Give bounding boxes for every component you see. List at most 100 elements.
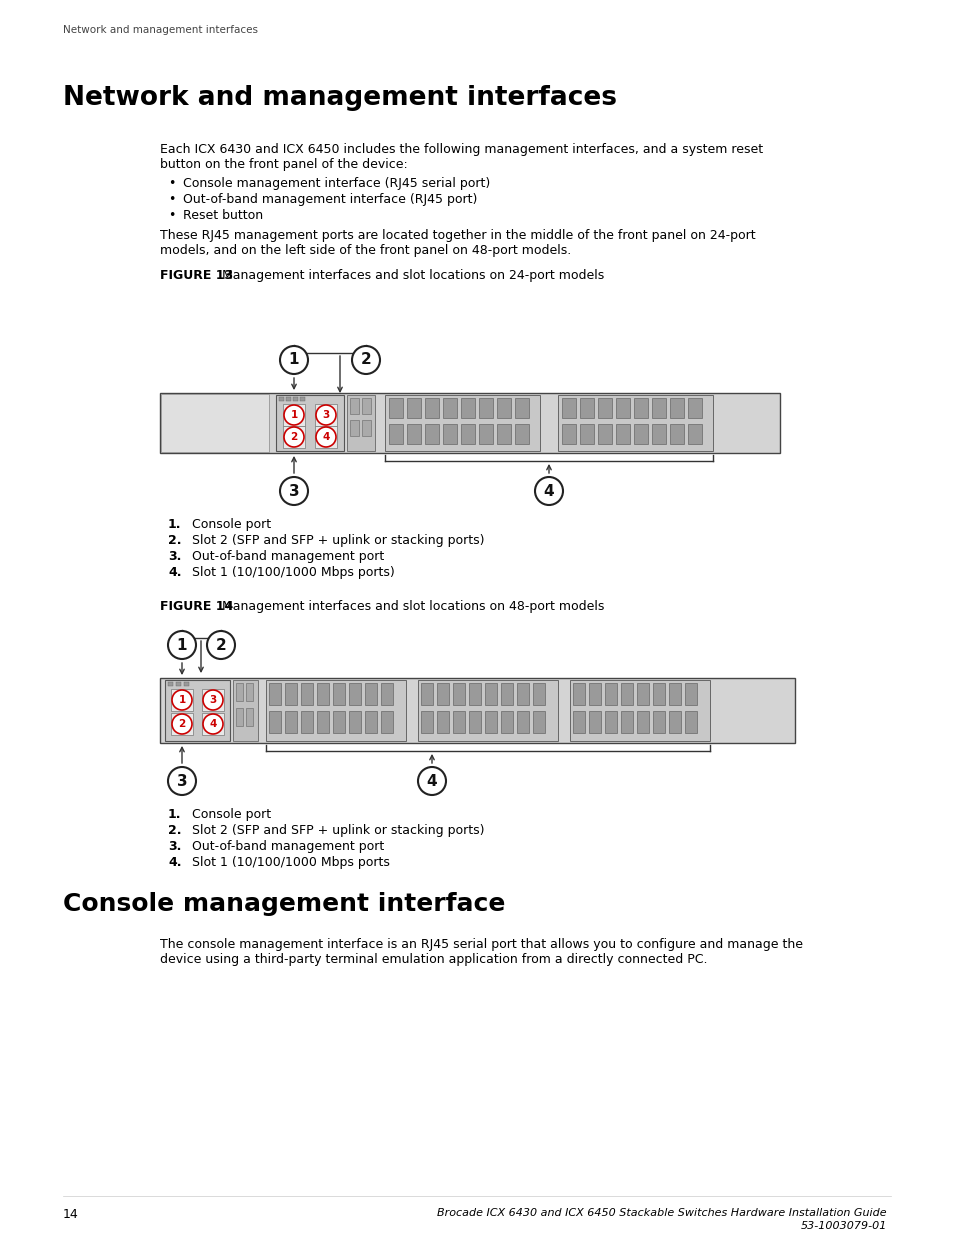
FancyBboxPatch shape (417, 680, 558, 741)
Text: 1.: 1. (168, 808, 181, 821)
FancyBboxPatch shape (171, 689, 193, 711)
FancyBboxPatch shape (558, 395, 712, 451)
Text: Each ICX 6430 and ICX 6450 includes the following management interfaces, and a s: Each ICX 6430 and ICX 6450 includes the … (160, 143, 762, 156)
FancyBboxPatch shape (469, 711, 480, 734)
FancyBboxPatch shape (316, 711, 329, 734)
Text: 4: 4 (543, 483, 554, 499)
Circle shape (315, 427, 335, 447)
FancyBboxPatch shape (515, 398, 529, 417)
FancyBboxPatch shape (283, 426, 305, 448)
FancyBboxPatch shape (160, 393, 780, 453)
FancyBboxPatch shape (669, 398, 683, 417)
FancyBboxPatch shape (652, 711, 664, 734)
FancyBboxPatch shape (478, 398, 493, 417)
FancyBboxPatch shape (316, 683, 329, 705)
Circle shape (280, 477, 308, 505)
FancyBboxPatch shape (301, 683, 313, 705)
Text: Network and management interfaces: Network and management interfaces (63, 85, 617, 111)
Circle shape (284, 427, 304, 447)
FancyBboxPatch shape (436, 683, 449, 705)
Text: 2: 2 (360, 352, 371, 368)
FancyBboxPatch shape (235, 683, 243, 701)
FancyBboxPatch shape (389, 424, 402, 445)
FancyBboxPatch shape (246, 708, 253, 726)
FancyBboxPatch shape (637, 683, 648, 705)
Text: Management interfaces and slot locations on 24-port models: Management interfaces and slot locations… (218, 269, 603, 282)
FancyBboxPatch shape (333, 711, 345, 734)
Text: The console management interface is an RJ45 serial port that allows you to confi: The console management interface is an R… (160, 939, 802, 951)
FancyBboxPatch shape (301, 711, 313, 734)
FancyBboxPatch shape (634, 398, 647, 417)
FancyBboxPatch shape (579, 398, 594, 417)
FancyBboxPatch shape (160, 678, 794, 743)
FancyBboxPatch shape (497, 398, 511, 417)
FancyBboxPatch shape (588, 683, 600, 705)
Text: 3: 3 (209, 695, 216, 705)
FancyBboxPatch shape (651, 424, 665, 445)
Text: Slot 2 (SFP and SFP + uplink or stacking ports): Slot 2 (SFP and SFP + uplink or stacking… (192, 824, 484, 837)
FancyBboxPatch shape (407, 424, 420, 445)
FancyBboxPatch shape (285, 683, 296, 705)
FancyBboxPatch shape (285, 711, 296, 734)
Circle shape (172, 714, 192, 734)
Text: Console management interface (RJ45 serial port): Console management interface (RJ45 seria… (183, 177, 490, 190)
Circle shape (203, 714, 223, 734)
Text: 4.: 4. (168, 566, 181, 579)
Text: FIGURE 14: FIGURE 14 (160, 600, 233, 613)
FancyBboxPatch shape (579, 424, 594, 445)
Text: 2.: 2. (168, 534, 181, 547)
FancyBboxPatch shape (168, 682, 172, 685)
FancyBboxPatch shape (453, 683, 464, 705)
FancyBboxPatch shape (573, 683, 584, 705)
FancyBboxPatch shape (269, 711, 281, 734)
FancyBboxPatch shape (652, 683, 664, 705)
FancyBboxPatch shape (436, 711, 449, 734)
FancyBboxPatch shape (202, 689, 224, 711)
FancyBboxPatch shape (620, 683, 633, 705)
Text: 3: 3 (322, 410, 330, 420)
FancyBboxPatch shape (349, 711, 360, 734)
FancyBboxPatch shape (349, 683, 360, 705)
Text: These RJ45 management ports are located together in the middle of the front pane: These RJ45 management ports are located … (160, 228, 755, 242)
FancyBboxPatch shape (389, 398, 402, 417)
FancyBboxPatch shape (420, 711, 433, 734)
FancyBboxPatch shape (497, 424, 511, 445)
FancyBboxPatch shape (573, 711, 584, 734)
FancyBboxPatch shape (460, 398, 475, 417)
FancyBboxPatch shape (278, 396, 284, 401)
Text: 2: 2 (178, 719, 186, 729)
Circle shape (417, 767, 446, 795)
FancyBboxPatch shape (299, 396, 305, 401)
Text: 4.: 4. (168, 856, 181, 869)
FancyBboxPatch shape (460, 424, 475, 445)
FancyBboxPatch shape (442, 424, 456, 445)
Text: •: • (168, 193, 175, 206)
FancyBboxPatch shape (598, 398, 612, 417)
FancyBboxPatch shape (314, 426, 336, 448)
FancyBboxPatch shape (286, 396, 291, 401)
Text: Out-of-band management port: Out-of-band management port (192, 840, 384, 853)
Circle shape (207, 631, 234, 659)
Text: 4: 4 (209, 719, 216, 729)
FancyBboxPatch shape (604, 683, 617, 705)
Text: Out-of-band management port: Out-of-band management port (192, 550, 384, 563)
Text: 2: 2 (290, 432, 297, 442)
Circle shape (352, 346, 379, 374)
Circle shape (172, 690, 192, 710)
FancyBboxPatch shape (453, 711, 464, 734)
FancyBboxPatch shape (266, 680, 406, 741)
Text: button on the front panel of the device:: button on the front panel of the device: (160, 158, 407, 170)
FancyBboxPatch shape (283, 404, 305, 426)
FancyBboxPatch shape (171, 713, 193, 735)
Circle shape (168, 767, 195, 795)
FancyBboxPatch shape (478, 424, 493, 445)
FancyBboxPatch shape (424, 424, 438, 445)
Text: 3.: 3. (168, 550, 181, 563)
Circle shape (284, 405, 304, 425)
Text: Console port: Console port (192, 808, 271, 821)
Text: 53-1003079-01: 53-1003079-01 (800, 1221, 886, 1231)
Text: 4: 4 (322, 432, 330, 442)
FancyBboxPatch shape (233, 680, 257, 741)
FancyBboxPatch shape (598, 424, 612, 445)
Text: 1: 1 (290, 410, 297, 420)
